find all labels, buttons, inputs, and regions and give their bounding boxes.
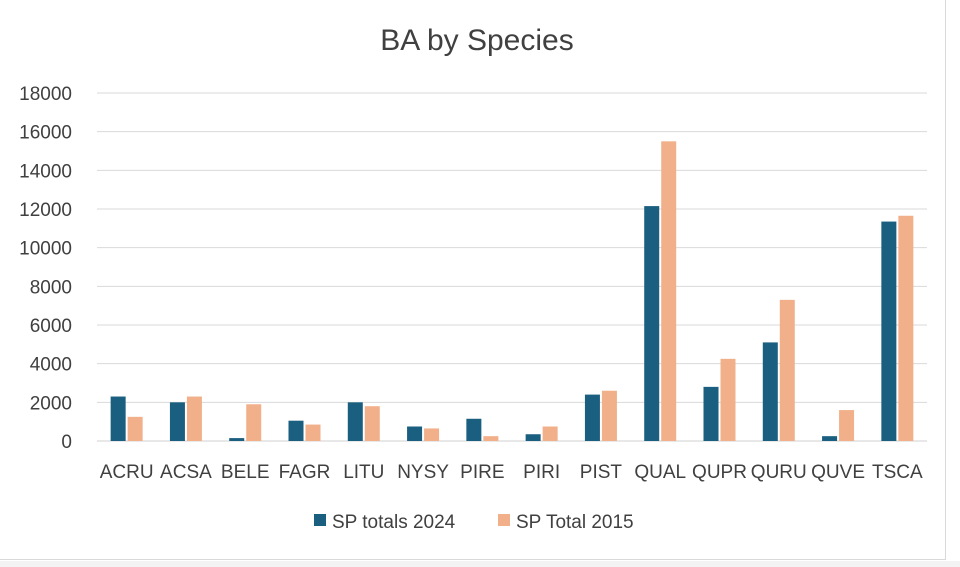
bar-2024 bbox=[525, 434, 541, 441]
bar-2024 bbox=[703, 386, 719, 441]
bar-2015 bbox=[364, 406, 380, 441]
x-tick-label: QUAL bbox=[634, 462, 686, 483]
x-tick-label: LITU bbox=[343, 462, 384, 483]
bar-2015 bbox=[661, 141, 677, 442]
bar-2015 bbox=[424, 428, 440, 441]
y-tick-label: 4000 bbox=[30, 355, 72, 376]
bar-2024 bbox=[762, 342, 778, 441]
bar-2024 bbox=[822, 436, 838, 441]
bar-2015 bbox=[246, 404, 262, 441]
bar-2024 bbox=[407, 426, 423, 441]
x-tick-label: FAGR bbox=[279, 462, 331, 483]
y-axis: 0 2000 4000 6000 8000 10000 12000 14000 16000 180… bbox=[19, 84, 72, 453]
x-tick-label: QURU bbox=[751, 462, 807, 483]
bar-2015 bbox=[127, 416, 143, 441]
bar-2015 bbox=[305, 424, 321, 441]
legend-label-2024: SP totals 2024 bbox=[332, 512, 456, 533]
bar-2024 bbox=[881, 221, 897, 441]
x-axis: ACRU ACSA BELE FAGR LITU NYSY PIRE PIRI PIST QUAL… bbox=[100, 462, 923, 483]
y-tick-label: 0 bbox=[61, 432, 72, 453]
bar-2015 bbox=[186, 396, 202, 441]
bar-2015 bbox=[898, 215, 914, 441]
bar-2024 bbox=[169, 402, 185, 441]
y-tick-label: 16000 bbox=[19, 123, 72, 144]
y-tick-label: 8000 bbox=[30, 277, 72, 298]
bar-2024 bbox=[288, 420, 304, 441]
bar-2015 bbox=[483, 436, 499, 441]
x-tick-label: QUVE bbox=[811, 462, 865, 483]
x-tick-label: PIRI bbox=[523, 462, 560, 483]
bars bbox=[110, 141, 914, 442]
legend-label-2015: SP Total 2015 bbox=[516, 512, 634, 533]
spreadsheet-gridline-strip bbox=[0, 561, 960, 567]
bar-2024 bbox=[584, 394, 600, 441]
bar-2015 bbox=[839, 410, 855, 441]
y-tick-label: 12000 bbox=[19, 200, 72, 221]
y-tick-label: 2000 bbox=[30, 393, 72, 414]
chart-title: BA by Species bbox=[380, 24, 573, 57]
y-tick-label: 18000 bbox=[19, 84, 72, 105]
y-tick-label: 6000 bbox=[30, 316, 72, 337]
legend-swatch-2015 bbox=[498, 514, 510, 526]
legend-swatch-2024 bbox=[314, 514, 326, 526]
bar-2024 bbox=[466, 418, 482, 441]
bar-2015 bbox=[542, 426, 558, 441]
legend: SP totals 2024 SP Total 2015 bbox=[314, 512, 634, 533]
x-tick-label: ACSA bbox=[160, 462, 212, 483]
x-tick-label: BELE bbox=[221, 462, 270, 483]
x-tick-label: PIST bbox=[580, 462, 623, 483]
bar-2015 bbox=[601, 390, 617, 441]
bar-2024 bbox=[347, 402, 363, 441]
bar-2024 bbox=[229, 438, 245, 441]
x-tick-label: PIRE bbox=[460, 462, 504, 483]
bar-2024 bbox=[644, 206, 660, 441]
x-tick-label: ACRU bbox=[100, 462, 154, 483]
bar-2015 bbox=[720, 358, 736, 441]
x-tick-label: TSCA bbox=[872, 462, 923, 483]
y-tick-label: 10000 bbox=[19, 239, 72, 260]
bar-2024 bbox=[110, 396, 126, 441]
x-tick-label: NYSY bbox=[397, 462, 449, 483]
x-tick-label: QUPR bbox=[692, 462, 747, 483]
y-tick-label: 14000 bbox=[19, 161, 72, 182]
bar-2015 bbox=[779, 299, 795, 441]
gridlines bbox=[97, 92, 927, 442]
